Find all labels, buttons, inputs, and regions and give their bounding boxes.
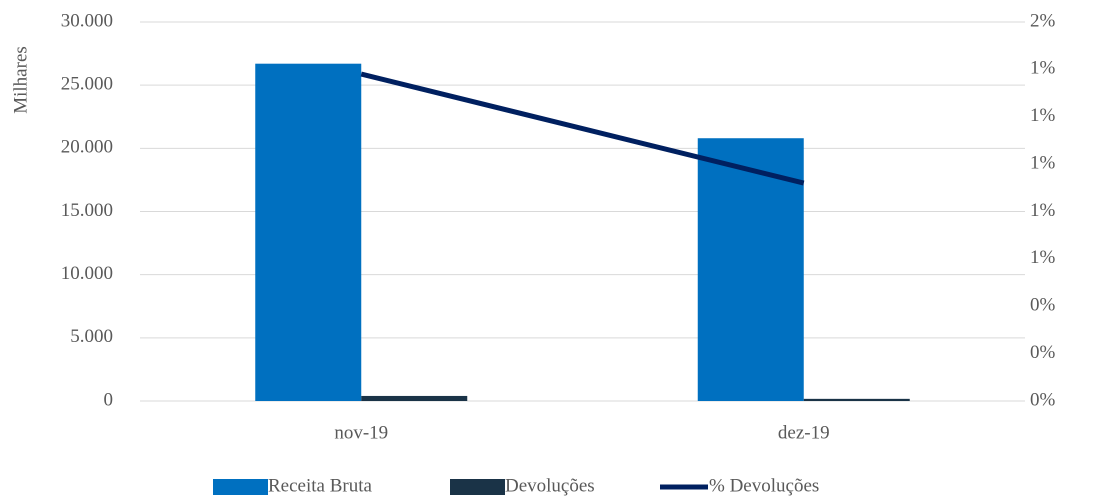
bar — [697, 138, 804, 401]
y-tick-label: 15.000 — [61, 200, 113, 221]
legend-label: Receita Bruta — [268, 475, 372, 496]
legend-label: % Devoluções — [709, 475, 819, 496]
y2-tick-label: 1% — [1030, 152, 1056, 173]
legend-swatch — [213, 479, 268, 495]
y-tick-label: 10.000 — [61, 263, 113, 284]
y2-tick-label: 0% — [1030, 295, 1056, 316]
y2-tick-label: 1% — [1030, 105, 1056, 126]
x-tick-label: dez-19 — [778, 422, 830, 443]
y-tick-label: 20.000 — [61, 137, 113, 158]
y-tick-label: 0 — [104, 389, 114, 410]
y2-tick-label: 1% — [1030, 58, 1056, 79]
bar — [361, 395, 468, 401]
y2-tick-label: 1% — [1030, 200, 1056, 221]
legend-swatch — [450, 479, 505, 495]
y2-tick-label: 0% — [1030, 389, 1056, 410]
x-tick-label: nov-19 — [334, 422, 388, 443]
line — [360, 71, 805, 186]
y-tick-label: 5.000 — [70, 326, 113, 347]
y-tick-label: 30.000 — [61, 10, 113, 31]
legend-label: Devoluções — [505, 475, 595, 496]
bar — [255, 63, 362, 401]
y2-tick-label: 2% — [1030, 10, 1056, 31]
y-tick-label: 25.000 — [61, 74, 113, 95]
y-axis-label: Milhares — [10, 46, 31, 114]
y2-tick-label: 0% — [1030, 342, 1056, 363]
y2-tick-label: 1% — [1030, 247, 1056, 268]
bar — [803, 398, 910, 401]
